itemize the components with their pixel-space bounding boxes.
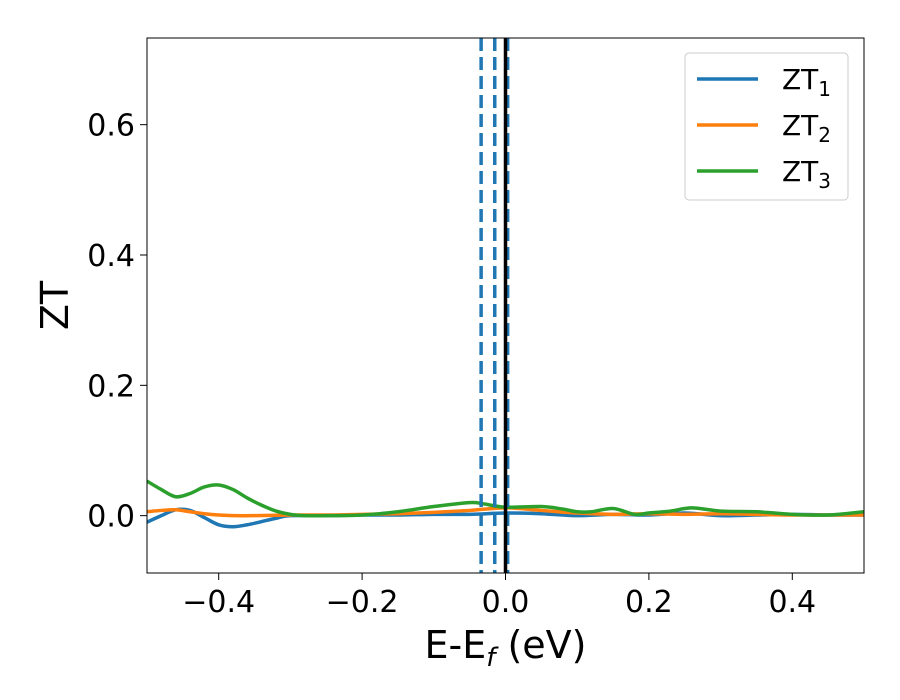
reference-lines-layer	[479, 38, 510, 573]
series-line-zt3	[147, 479, 864, 518]
y-tick-label: 0.6	[87, 109, 135, 144]
x-tick-label: 0.2	[625, 585, 673, 620]
x-tick-label: 0.0	[482, 585, 530, 620]
x-tick-label: −0.2	[326, 585, 399, 620]
legend-box	[684, 52, 849, 201]
x-tick-label: 0.4	[768, 585, 816, 620]
y-tick-label: 0.0	[87, 500, 135, 535]
y-tick-label: 0.4	[87, 239, 135, 274]
y-tick-label: 0.2	[87, 369, 135, 404]
x-axis-label-unit: (eV)	[495, 623, 586, 667]
x-axis-label-main: E-E	[425, 623, 487, 667]
x-axis-label: E-Ef (eV)	[425, 623, 587, 673]
legend-entry-label: ZT1	[782, 63, 831, 101]
series-line-zt2	[147, 506, 864, 518]
axis-ticks: −0.4 −0.2 0.0 0.2 0.4 0.0 0.2 0.4 0.6	[87, 109, 816, 620]
y-axis-label: ZT	[33, 280, 77, 330]
x-tick-label: −0.4	[182, 585, 255, 620]
legend: ZT1 ZT2 ZT3	[684, 52, 849, 201]
series-layer	[147, 479, 864, 529]
legend-entry-label: ZT2	[782, 109, 831, 147]
legend-entry-label: ZT3	[782, 155, 831, 193]
